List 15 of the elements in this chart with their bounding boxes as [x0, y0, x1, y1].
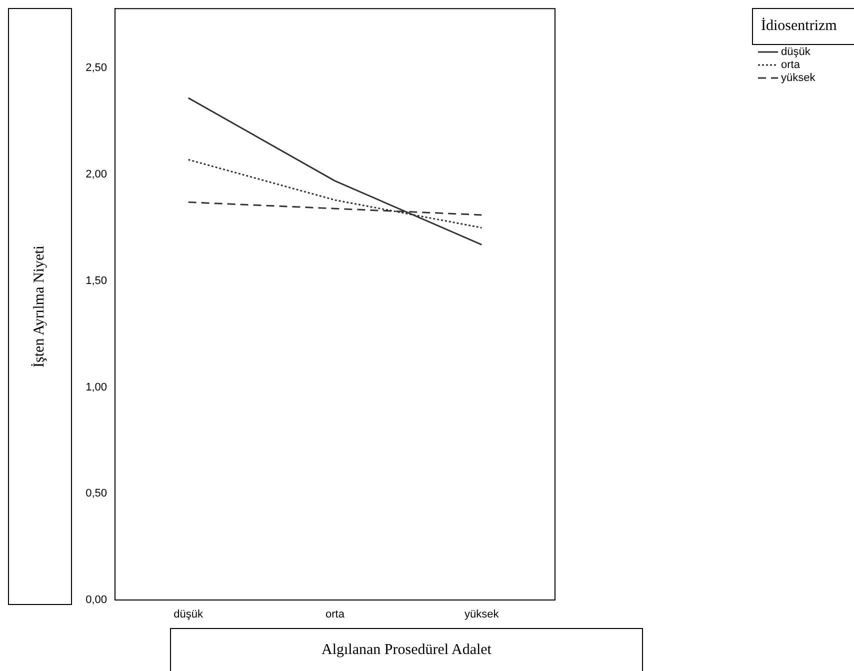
y-tick-label: 1,50: [86, 274, 107, 287]
y-tick-label: 2,00: [86, 168, 107, 181]
x-tick-label: orta: [326, 608, 346, 621]
y-tick-label: 0,00: [86, 594, 107, 606]
legend-label: yüksek: [781, 72, 816, 84]
y-axis-title: İşten Ayrılma Niyeti: [32, 246, 48, 368]
legend-label: orta: [781, 58, 800, 70]
x-axis-title: Algılanan Prosedürel Adalet: [170, 628, 643, 671]
y-tick-label: 1,00: [86, 381, 107, 394]
legend-title: İdiosentrizm: [752, 8, 854, 45]
y-tick-label: 2,50: [86, 62, 107, 74]
legend-label: düşük: [781, 46, 810, 58]
y-tick-label: 0,50: [86, 488, 107, 500]
x-tick-label: düşük: [174, 608, 204, 621]
x-tick-label: yüksek: [464, 608, 500, 621]
